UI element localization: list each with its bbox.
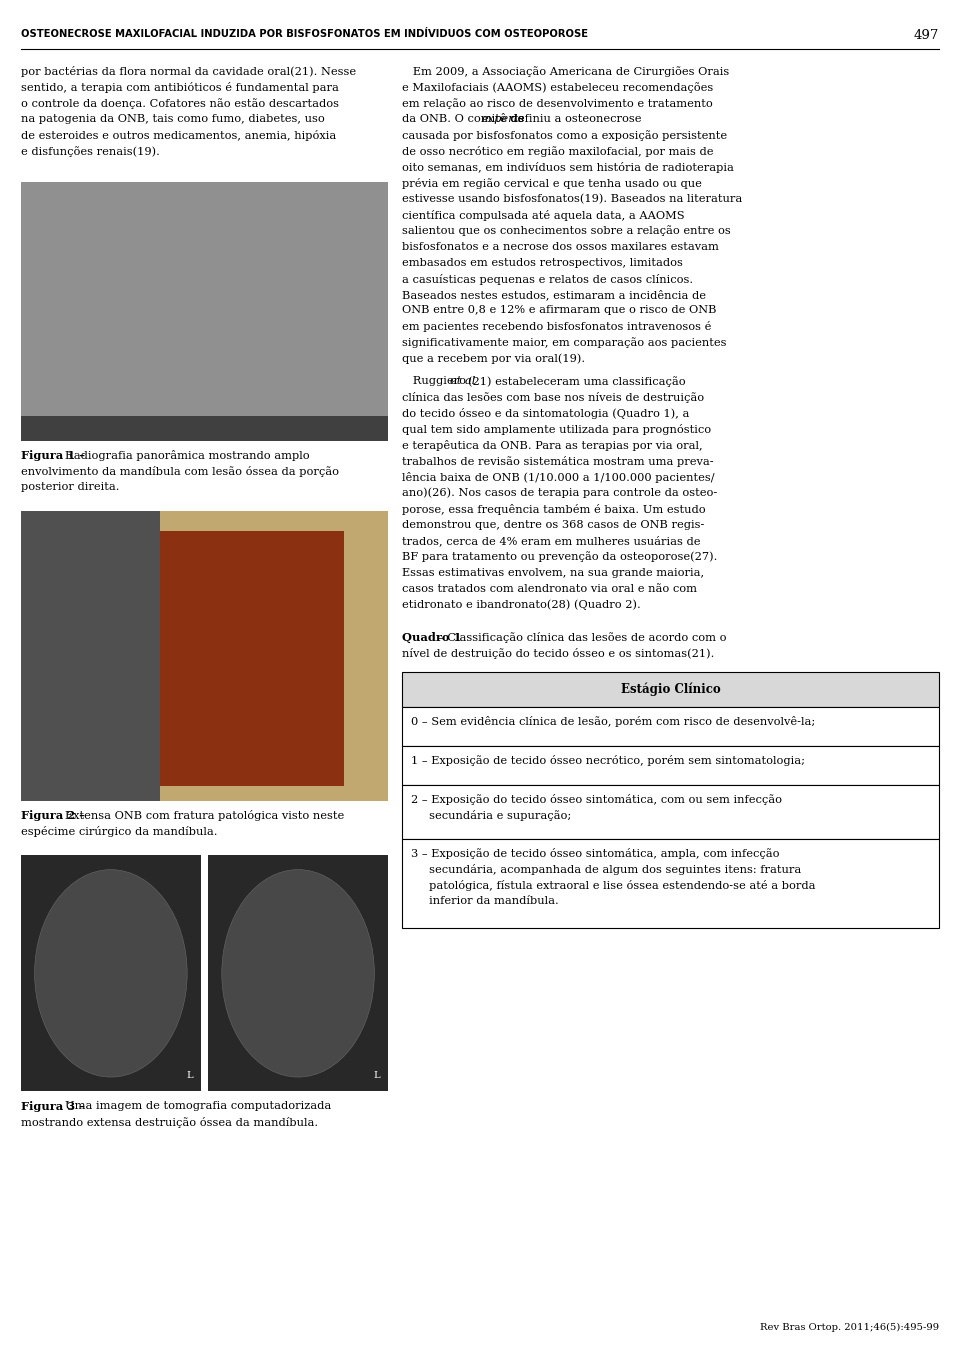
Text: 497: 497 xyxy=(914,28,939,42)
Text: Estágio Clínico: Estágio Clínico xyxy=(621,683,720,696)
Text: bisfosfonatos e a necrose dos ossos maxilares estavam: bisfosfonatos e a necrose dos ossos maxi… xyxy=(402,241,719,252)
Text: envolvimento da mandíbula com lesão óssea da porção: envolvimento da mandíbula com lesão ósse… xyxy=(21,466,339,477)
Bar xyxy=(402,746,939,785)
Text: posterior direita.: posterior direita. xyxy=(21,482,120,492)
Text: OSTEONECROSE MAXILOFACIAL INDUZIDA POR BISFOSFONATOS EM INDÍVIDUOS COM OSTEOPORO: OSTEONECROSE MAXILOFACIAL INDUZIDA POR B… xyxy=(21,28,588,39)
Bar xyxy=(160,532,344,787)
Ellipse shape xyxy=(222,870,374,1078)
Text: 2 – Exposição do tecido ósseo sintomática, com ou sem infecção: 2 – Exposição do tecido ósseo sintomátic… xyxy=(411,795,781,806)
Text: Em 2009, a Associação Americana de Cirurgiões Orais: Em 2009, a Associação Americana de Cirur… xyxy=(402,66,730,77)
Text: experts: experts xyxy=(482,114,525,124)
Bar xyxy=(21,416,388,440)
Text: a casuísticas pequenas e relatos de casos clínicos.: a casuísticas pequenas e relatos de caso… xyxy=(402,273,693,284)
Text: lência baixa de ONB (1/10.000 a 1/100.000 pacientes/: lência baixa de ONB (1/10.000 a 1/100.00… xyxy=(402,471,715,482)
Text: 3 – Exposição de tecido ósseo sintomática, ampla, com infecção: 3 – Exposição de tecido ósseo sintomátic… xyxy=(411,849,780,859)
Text: e disfunções renais(19).: e disfunções renais(19). xyxy=(21,145,160,156)
Text: prévia em região cervical e que tenha usado ou que: prévia em região cervical e que tenha us… xyxy=(402,178,702,189)
Text: Figura 3 –: Figura 3 – xyxy=(21,1100,89,1111)
Text: salientou que os conhecimentos sobre a relação entre os: salientou que os conhecimentos sobre a r… xyxy=(402,226,731,237)
Text: Quadro 1: Quadro 1 xyxy=(402,632,466,643)
Text: científica compulsada até aquela data, a AAOMS: científica compulsada até aquela data, a… xyxy=(402,210,684,221)
Text: na patogenia da ONB, tais como fumo, diabetes, uso: na patogenia da ONB, tais como fumo, dia… xyxy=(21,114,324,124)
Text: o controle da doença. Cofatores não estão descartados: o controle da doença. Cofatores não estã… xyxy=(21,98,339,109)
Text: Uma imagem de tomografia computadorizada: Uma imagem de tomografia computadorizada xyxy=(65,1100,331,1111)
Text: embasados em estudos retrospectivos, limitados: embasados em estudos retrospectivos, lim… xyxy=(402,257,684,268)
Text: Ruggiero: Ruggiero xyxy=(402,376,469,387)
Text: 0 – Sem evidência clínica de lesão, porém com risco de desenvolvê-la;: 0 – Sem evidência clínica de lesão, poré… xyxy=(411,717,815,727)
Text: Baseados nestes estudos, estimaram a incidência de: Baseados nestes estudos, estimaram a inc… xyxy=(402,290,707,300)
Text: mostrando extensa destruição óssea da mandíbula.: mostrando extensa destruição óssea da ma… xyxy=(21,1117,319,1127)
Text: BF para tratamento ou prevenção da osteoporose(27).: BF para tratamento ou prevenção da osteo… xyxy=(402,552,718,563)
Text: Figura 1 –: Figura 1 – xyxy=(21,450,89,461)
Text: L: L xyxy=(373,1071,380,1080)
Text: secundária e supuração;: secundária e supuração; xyxy=(411,810,571,822)
Ellipse shape xyxy=(35,870,187,1078)
Text: significativamente maior, em comparação aos pacientes: significativamente maior, em comparação … xyxy=(402,337,727,349)
Text: nível de destruição do tecido ósseo e os sintomas(21).: nível de destruição do tecido ósseo e os… xyxy=(402,648,714,659)
Text: que a recebem por via oral(19).: que a recebem por via oral(19). xyxy=(402,353,586,364)
Text: patológica, fístula extraoral e lise óssea estendendo-se até a borda: patológica, fístula extraoral e lise óss… xyxy=(411,880,815,890)
Text: Radiografia panorâmica mostrando amplo: Radiografia panorâmica mostrando amplo xyxy=(65,450,309,461)
Text: oito semanas, em indivíduos sem história de radioterapia: oito semanas, em indivíduos sem história… xyxy=(402,162,734,172)
Text: trabalhos de revisão sistemática mostram uma preva-: trabalhos de revisão sistemática mostram… xyxy=(402,455,714,467)
Text: sentido, a terapia com antibióticos é fundamental para: sentido, a terapia com antibióticos é fu… xyxy=(21,82,339,93)
Bar xyxy=(402,707,939,746)
Text: espécime cirúrgico da mandíbula.: espécime cirúrgico da mandíbula. xyxy=(21,826,218,836)
Text: porose, essa frequência também é baixa. Um estudo: porose, essa frequência também é baixa. … xyxy=(402,504,706,515)
Text: clínica das lesões com base nos níveis de destruição: clínica das lesões com base nos níveis d… xyxy=(402,392,705,403)
Text: – Classificação clínica das lesões de acordo com o: – Classificação clínica das lesões de ac… xyxy=(438,632,727,643)
Bar xyxy=(402,672,939,707)
Text: em relação ao risco de desenvolvimento e tratamento: em relação ao risco de desenvolvimento e… xyxy=(402,98,713,109)
Text: ONB entre 0,8 e 12% e afirmaram que o risco de ONB: ONB entre 0,8 e 12% e afirmaram que o ri… xyxy=(402,306,717,315)
Text: de osso necrótico em região maxilofacial, por mais de: de osso necrótico em região maxilofacial… xyxy=(402,145,713,156)
Text: causada por bisfosfonatos como a exposição persistente: causada por bisfosfonatos como a exposiç… xyxy=(402,129,728,140)
Bar xyxy=(21,512,388,801)
Text: secundária, acompanhada de algum dos seguintes itens: fratura: secundária, acompanhada de algum dos seg… xyxy=(411,863,802,876)
Bar xyxy=(21,512,160,801)
Text: e terapêutica da ONB. Para as terapias por via oral,: e terapêutica da ONB. Para as terapias p… xyxy=(402,440,703,451)
Text: por bactérias da flora normal da cavidade oral(21). Nesse: por bactérias da flora normal da cavidad… xyxy=(21,66,356,77)
Text: do tecido ósseo e da sintomatologia (Quadro 1), a: do tecido ósseo e da sintomatologia (Qua… xyxy=(402,408,689,419)
Text: demonstrou que, dentre os 368 casos de ONB regis-: demonstrou que, dentre os 368 casos de O… xyxy=(402,520,705,529)
Text: inferior da mandíbula.: inferior da mandíbula. xyxy=(411,896,559,907)
Text: casos tratados com alendronato via oral e não com: casos tratados com alendronato via oral … xyxy=(402,583,697,594)
Text: Essas estimativas envolvem, na sua grande maioria,: Essas estimativas envolvem, na sua grand… xyxy=(402,567,705,578)
Text: Rev Bras Ortop. 2011;46(5):495-99: Rev Bras Ortop. 2011;46(5):495-99 xyxy=(759,1323,939,1332)
Text: trados, cerca de 4% eram em mulheres usuárias de: trados, cerca de 4% eram em mulheres usu… xyxy=(402,536,701,547)
Bar xyxy=(21,182,388,440)
Bar xyxy=(21,855,201,1091)
Text: qual tem sido amplamente utilizada para prognóstico: qual tem sido amplamente utilizada para … xyxy=(402,424,711,435)
Text: definiu a osteonecrose: definiu a osteonecrose xyxy=(508,114,642,124)
Bar xyxy=(402,839,939,928)
Text: ano)(26). Nos casos de terapia para controle da osteo-: ano)(26). Nos casos de terapia para cont… xyxy=(402,488,717,498)
Text: Extensa ONB com fratura patológica visto neste: Extensa ONB com fratura patológica visto… xyxy=(65,811,345,822)
Text: L: L xyxy=(186,1071,193,1080)
Text: (21) estabeleceram uma classificação: (21) estabeleceram uma classificação xyxy=(468,376,685,387)
Bar xyxy=(402,785,939,839)
Text: 1 – Exposição de tecido ósseo necrótico, porém sem sintomatologia;: 1 – Exposição de tecido ósseo necrótico,… xyxy=(411,756,804,766)
Text: Figura 2 –: Figura 2 – xyxy=(21,811,89,822)
Text: estivesse usando bisfosfonatos(19). Baseados na literatura: estivesse usando bisfosfonatos(19). Base… xyxy=(402,194,742,203)
Bar xyxy=(208,855,388,1091)
Text: em pacientes recebendo bisfosfonatos intravenosos é: em pacientes recebendo bisfosfonatos int… xyxy=(402,322,711,333)
Text: da ONB. O comitê de: da ONB. O comitê de xyxy=(402,114,528,124)
Text: e Maxilofaciais (AAOMS) estabeleceu recomendações: e Maxilofaciais (AAOMS) estabeleceu reco… xyxy=(402,82,713,93)
Text: etidronato e ibandronato(28) (Quadro 2).: etidronato e ibandronato(28) (Quadro 2). xyxy=(402,599,641,610)
Text: et al: et al xyxy=(450,376,475,387)
Text: de esteroides e outros medicamentos, anemia, hipóxia: de esteroides e outros medicamentos, ane… xyxy=(21,129,336,141)
